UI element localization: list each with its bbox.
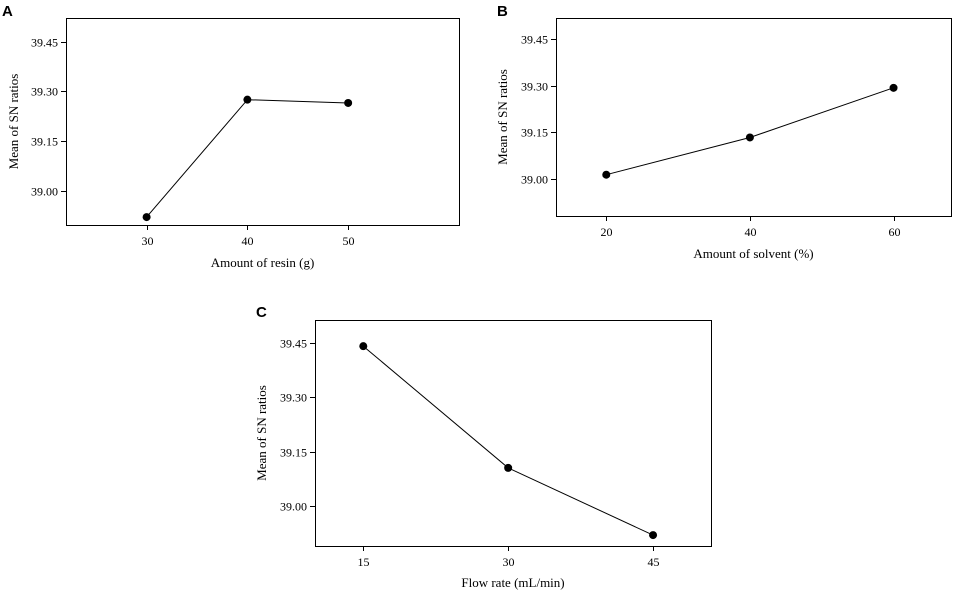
x-tick-label: 40 [745, 225, 757, 239]
chart-b: 39.00 39.15 39.30 39.45 20 40 60 Amount of solv… [495, 18, 952, 261]
x-tick-label: 30 [142, 234, 154, 248]
panel-b-letter: B [497, 3, 508, 20]
y-axis-label: Mean of SN ratios [495, 69, 510, 165]
x-tick-label: 20 [601, 225, 613, 239]
x-axis-label: Amount of solvent (%) [693, 246, 813, 261]
panel-a: A [2, 3, 13, 20]
y-axis-label: Mean of SN ratios [254, 385, 269, 481]
panel-b: B [497, 3, 508, 20]
x-axis-label: Amount of resin (g) [211, 255, 315, 270]
plot-frame [315, 320, 712, 547]
plot-frame [66, 18, 460, 226]
data-point [142, 213, 151, 222]
x-tick-label: 30 [503, 555, 515, 569]
data-point [889, 83, 898, 92]
data-point [344, 98, 353, 107]
series-line [146, 99, 349, 218]
series-line [362, 345, 654, 536]
y-tick-label: 39.00 [280, 500, 307, 514]
chart-c: 39.00 39.15 39.30 39.45 15 30 45 Flow rate (mL/… [254, 320, 712, 590]
y-tick-label: 39.45 [521, 33, 548, 47]
data-point [649, 531, 658, 540]
panel-c-letter: C [256, 304, 267, 321]
x-tick-label: 45 [648, 555, 660, 569]
x-tick-label: 15 [358, 555, 370, 569]
panel-a-letter: A [2, 3, 13, 20]
x-axis-label: Flow rate (mL/min) [461, 575, 564, 590]
y-tick-label: 39.45 [31, 36, 58, 50]
data-point [602, 170, 611, 179]
plot-frame [556, 18, 952, 217]
data-point [359, 342, 368, 351]
series-line [606, 87, 894, 176]
data-point [504, 463, 513, 472]
y-tick-label: 39.15 [280, 446, 307, 460]
x-tick-label: 40 [242, 234, 254, 248]
y-tick-label: 39.30 [521, 80, 548, 94]
y-tick-label: 39.30 [280, 391, 307, 405]
data-point [243, 95, 252, 104]
y-tick-label: 39.15 [31, 135, 58, 149]
y-tick-label: 39.00 [31, 185, 58, 199]
x-tick-label: 60 [889, 225, 901, 239]
y-tick-label: 39.15 [521, 126, 548, 140]
data-point [745, 133, 754, 142]
y-tick-label: 39.45 [280, 337, 307, 351]
x-tick-label: 50 [343, 234, 355, 248]
chart-a: 39.00 39.15 39.30 39.45 30 40 50 Amount of resi… [6, 18, 460, 270]
y-axis-label: Mean of SN ratios [6, 74, 21, 170]
y-tick-label: 39.00 [521, 173, 548, 187]
panel-c: C [256, 304, 267, 321]
y-tick-label: 39.30 [31, 85, 58, 99]
